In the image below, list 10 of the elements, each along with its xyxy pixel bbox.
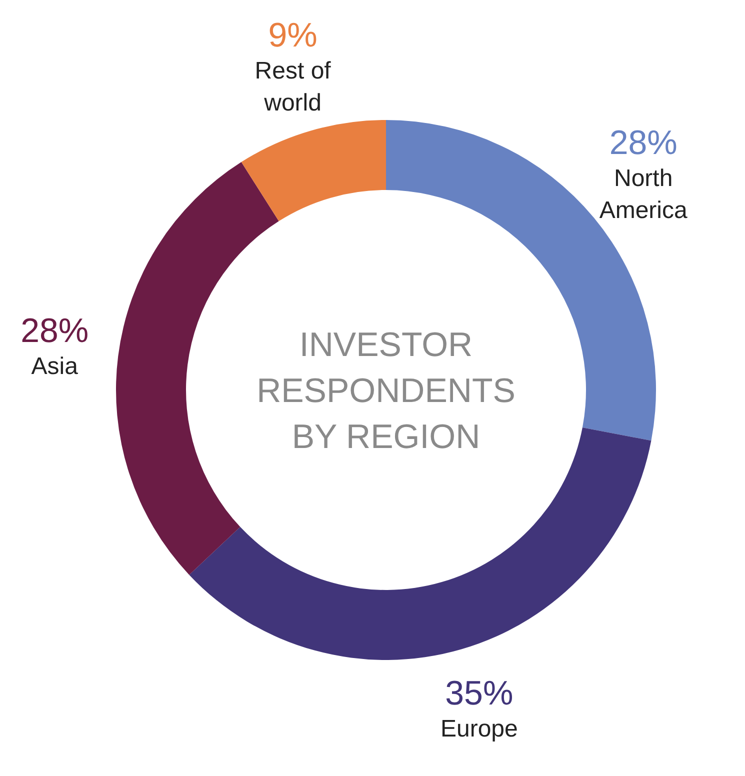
donut-slice <box>241 120 386 222</box>
slice-label: Asia <box>31 353 79 380</box>
text: INVESTOR RESPONDENTS BY REGION <box>256 326 516 456</box>
data-label: 28% <box>20 312 89 350</box>
data-label: 35% <box>445 674 514 713</box>
slice-label: North America <box>599 165 688 224</box>
data-label: 28% <box>609 124 678 162</box>
slice-label: Rest of world <box>254 57 332 116</box>
data-label: 9% <box>268 16 318 54</box>
slice-label: Europe <box>440 716 518 743</box>
